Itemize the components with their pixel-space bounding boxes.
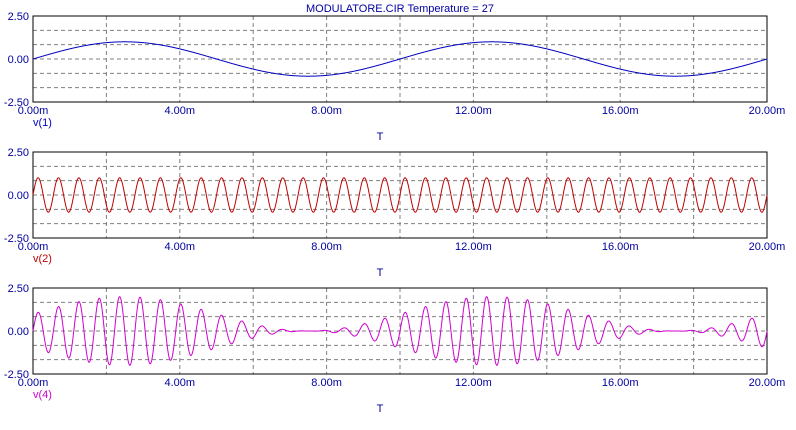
plot-panel-2: 2.50 0.00 -2.500.00m 4.00m 8.00m 12.00m 16.00m… bbox=[4, 147, 785, 279]
x-tick-label: 12.00m bbox=[455, 241, 492, 253]
y-tick-label: -2.50 bbox=[4, 233, 29, 245]
x-tick-label: 8.00m bbox=[311, 377, 342, 389]
series-legend-label: v(4) bbox=[33, 389, 52, 401]
series-legend-label: v(1) bbox=[33, 117, 52, 129]
series-line-v2 bbox=[32, 177, 768, 213]
x-tick-label: 16.00m bbox=[602, 105, 639, 117]
x-tick-label: 4.00m bbox=[165, 105, 196, 117]
series-line-v1 bbox=[32, 41, 768, 77]
series-legend-label: v(2) bbox=[33, 253, 52, 265]
plot-panel-3: 2.50 0.00 -2.500.00m 4.00m 8.00m 12.00m 16.00m… bbox=[4, 283, 785, 415]
x-tick-label: 4.00m bbox=[165, 377, 196, 389]
y-tick-label: 2.50 bbox=[8, 147, 29, 159]
series-line-v4 bbox=[32, 296, 768, 366]
x-tick-label: 16.00m bbox=[602, 377, 639, 389]
y-tick-label: 2.50 bbox=[8, 283, 29, 295]
x-tick-label: 0.00m bbox=[18, 241, 49, 253]
x-tick-label: 16.00m bbox=[602, 241, 639, 253]
y-tick-label: 2.50 bbox=[8, 11, 29, 23]
x-tick-label: 8.00m bbox=[311, 241, 342, 253]
x-axis-label: T bbox=[377, 267, 384, 279]
x-tick-label: 0.00m bbox=[18, 105, 49, 117]
x-tick-label: 20.00m bbox=[749, 377, 786, 389]
x-tick-label: 20.00m bbox=[749, 241, 786, 253]
x-tick-label: 0.00m bbox=[18, 377, 49, 389]
x-tick-label: 12.00m bbox=[455, 377, 492, 389]
x-axis-label: T bbox=[377, 403, 384, 415]
chart-title: MODULATORE.CIR Temperature = 27 bbox=[306, 3, 494, 15]
x-tick-label: 12.00m bbox=[455, 105, 492, 117]
x-tick-label: 4.00m bbox=[165, 241, 196, 253]
y-tick-label: -2.50 bbox=[4, 369, 29, 381]
y-tick-label: 0.00 bbox=[8, 190, 29, 202]
x-tick-label: 8.00m bbox=[311, 105, 342, 117]
x-tick-label: 20.00m bbox=[749, 105, 786, 117]
y-tick-label: -2.50 bbox=[4, 97, 29, 109]
y-tick-label: 0.00 bbox=[8, 54, 29, 66]
y-tick-label: 0.00 bbox=[8, 326, 29, 338]
x-axis-label: T bbox=[377, 131, 384, 143]
plot-panel-1: 2.50 0.00 -2.500.00m 4.00m 8.00m 12.00m 16.00m… bbox=[4, 11, 785, 143]
